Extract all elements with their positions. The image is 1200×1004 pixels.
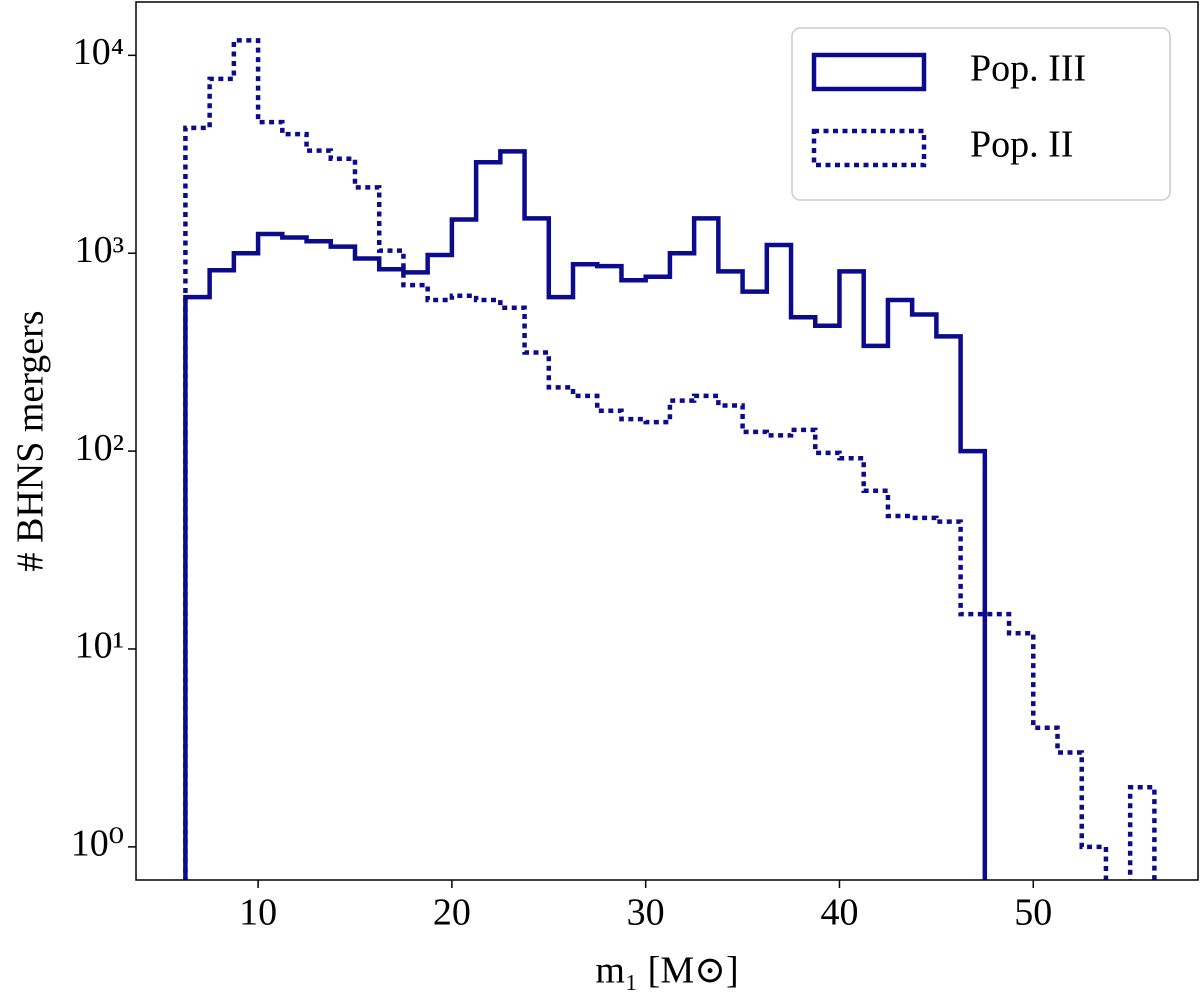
plot-area <box>183 38 1157 880</box>
x-tick-label: 20 <box>433 892 471 934</box>
x-tick-label: 30 <box>627 892 665 934</box>
y-tick-label: 10² <box>75 427 124 469</box>
y-tick-label: 10³ <box>75 229 124 271</box>
y-axis-title: # BHNS mergers <box>10 310 52 571</box>
legend-box <box>791 27 1171 201</box>
legend-label: Pop. II <box>970 124 1073 166</box>
legend-label: Pop. III <box>970 48 1086 90</box>
x-axis-title: m₁ [M⊙] <box>595 950 738 992</box>
histogram-outline <box>183 149 988 880</box>
histogram-outline <box>183 38 1157 880</box>
legend-swatch <box>811 128 927 168</box>
x-tick-label: 40 <box>820 892 858 934</box>
axes-frame <box>135 1 1199 881</box>
y-tick-label: 10¹ <box>75 625 124 667</box>
x-tick-label: 10 <box>239 892 277 934</box>
legend-swatch <box>811 52 927 92</box>
y-tick-label: 10⁴ <box>73 31 124 73</box>
x-tick-label: 50 <box>1014 892 1052 934</box>
y-tick-label: 10⁰ <box>71 823 124 865</box>
